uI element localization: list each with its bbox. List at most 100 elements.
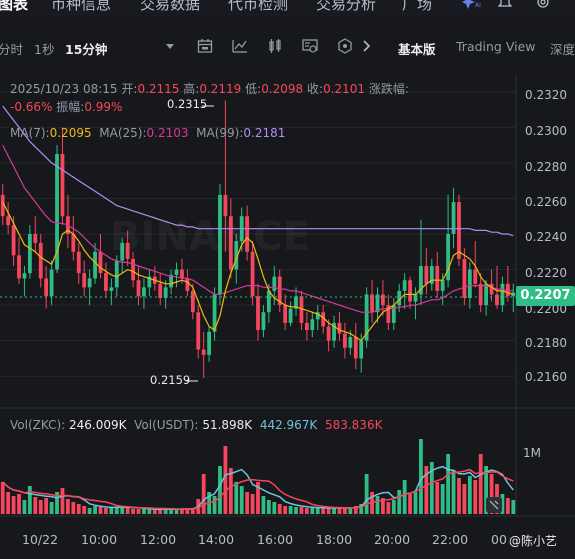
candle-body[interactable] (55, 154, 59, 270)
candle-body[interactable] (76, 251, 81, 274)
candle-body[interactable] (446, 234, 451, 281)
candle-body[interactable] (381, 294, 385, 306)
candle-body[interactable] (142, 287, 146, 297)
candle-body[interactable] (82, 273, 87, 288)
candle-body[interactable] (332, 322, 336, 341)
candle-body[interactable] (457, 202, 461, 259)
candle-body[interactable] (38, 242, 43, 279)
candle-body[interactable] (0, 194, 5, 217)
candle-body[interactable] (104, 273, 108, 291)
candle-body[interactable] (489, 283, 494, 295)
candle-body[interactable] (218, 194, 222, 295)
display-settings-icon[interactable] (302, 38, 318, 54)
candle-body[interactable] (283, 305, 288, 323)
chevron-right-icon[interactable] (359, 38, 375, 54)
chart-area[interactable]: BINANCE 2025/10/23 08:15 开:0.2115 高:0.21… (0, 74, 575, 559)
candle-body[interactable] (440, 280, 445, 291)
candle-body[interactable] (353, 337, 358, 359)
candle-body[interactable] (120, 242, 125, 261)
candle-body[interactable] (343, 333, 347, 348)
candle-body[interactable] (315, 312, 320, 320)
nav-tab-chart[interactable]: 图表 (0, 0, 29, 13)
nav-tab-trade-analysis[interactable]: 交易分析 (316, 0, 377, 13)
candle-body[interactable] (294, 296, 298, 309)
interval-1s[interactable]: 1秒 (34, 42, 55, 57)
candle-body[interactable] (375, 294, 380, 313)
candle-body[interactable] (109, 287, 114, 291)
candle-body[interactable] (288, 308, 293, 323)
indicator-icon[interactable] (232, 38, 248, 54)
basic-view-tab[interactable]: 基本版 (398, 42, 436, 57)
candle-style-icon[interactable] (267, 38, 283, 54)
candle-body[interactable] (478, 283, 483, 306)
nav-tab-token-check[interactable]: 代币检测 (228, 0, 289, 13)
candle-body[interactable] (256, 296, 260, 330)
candle-body[interactable] (98, 251, 103, 274)
candle-body[interactable] (125, 242, 130, 259)
candle-body[interactable] (223, 194, 228, 217)
hexagon-icon[interactable] (337, 38, 353, 54)
interval-timeline[interactable]: 分时 (0, 42, 24, 57)
candle-body[interactable] (277, 276, 282, 306)
settings-icon[interactable] (536, 0, 550, 9)
depth-tab[interactable]: 深度 (550, 42, 575, 57)
candle-body[interactable] (364, 294, 369, 341)
candle-body[interactable] (505, 283, 510, 297)
candle-body[interactable] (419, 266, 423, 295)
candle-body[interactable] (228, 216, 233, 270)
candle-body[interactable] (114, 260, 119, 288)
candle-body[interactable] (272, 276, 277, 291)
candle-body[interactable] (326, 326, 331, 341)
candle-body[interactable] (370, 294, 374, 313)
candle-body[interactable] (93, 251, 97, 279)
candle-body[interactable] (462, 258, 467, 298)
candle-body[interactable] (402, 280, 407, 291)
candle-body[interactable] (261, 312, 266, 330)
candle-body[interactable] (163, 287, 168, 298)
nav-tab-coin-info[interactable]: 币种信息 (51, 0, 112, 13)
candle-body[interactable] (87, 278, 92, 288)
candle-body[interactable] (413, 294, 418, 302)
candle-body[interactable] (321, 312, 326, 327)
candlestick-chart[interactable]: BINANCE (0, 74, 575, 559)
candle-body[interactable] (245, 216, 250, 252)
candle-body[interactable] (190, 290, 195, 313)
candle-body[interactable] (44, 278, 49, 297)
candle-body[interactable] (33, 234, 38, 243)
candle-body[interactable] (495, 294, 499, 306)
candle-body[interactable] (451, 202, 456, 234)
candle-body[interactable] (391, 305, 396, 323)
candle-body[interactable] (397, 290, 402, 306)
candle-body[interactable] (158, 283, 163, 298)
interval-dropdown-icon[interactable] (162, 38, 178, 54)
candle-body[interactable] (169, 274, 173, 288)
candle-body[interactable] (49, 269, 54, 297)
calendar-icon[interactable] (197, 38, 213, 54)
candle-body[interactable] (337, 322, 342, 334)
candle-body[interactable] (180, 269, 184, 279)
candle-body[interactable] (71, 234, 76, 252)
candle-body[interactable] (185, 278, 190, 291)
candle-body[interactable] (299, 296, 304, 323)
candle-body[interactable] (136, 280, 141, 297)
candle-body[interactable] (386, 305, 391, 323)
candle-body[interactable] (6, 216, 11, 226)
nav-tab-square[interactable]: 广场 (402, 0, 433, 13)
candle-body[interactable] (27, 234, 32, 274)
candle-body[interactable] (435, 266, 440, 291)
candle-body[interactable] (207, 331, 212, 355)
candle-body[interactable] (484, 283, 489, 306)
candle-body[interactable] (473, 269, 478, 284)
candle-body[interactable] (174, 269, 179, 275)
candle-body[interactable] (310, 319, 315, 330)
candle-body[interactable] (408, 280, 412, 302)
candle-body[interactable] (234, 241, 239, 270)
candle-body[interactable] (359, 340, 364, 359)
candle-body[interactable] (467, 269, 472, 298)
bell-icon[interactable] (498, 0, 512, 9)
candle-body[interactable] (11, 225, 16, 256)
candle-body[interactable] (304, 322, 309, 330)
candle-body[interactable] (147, 276, 152, 288)
candle-body[interactable] (60, 154, 65, 217)
nav-tab-trade-data[interactable]: 交易数据 (140, 0, 201, 13)
